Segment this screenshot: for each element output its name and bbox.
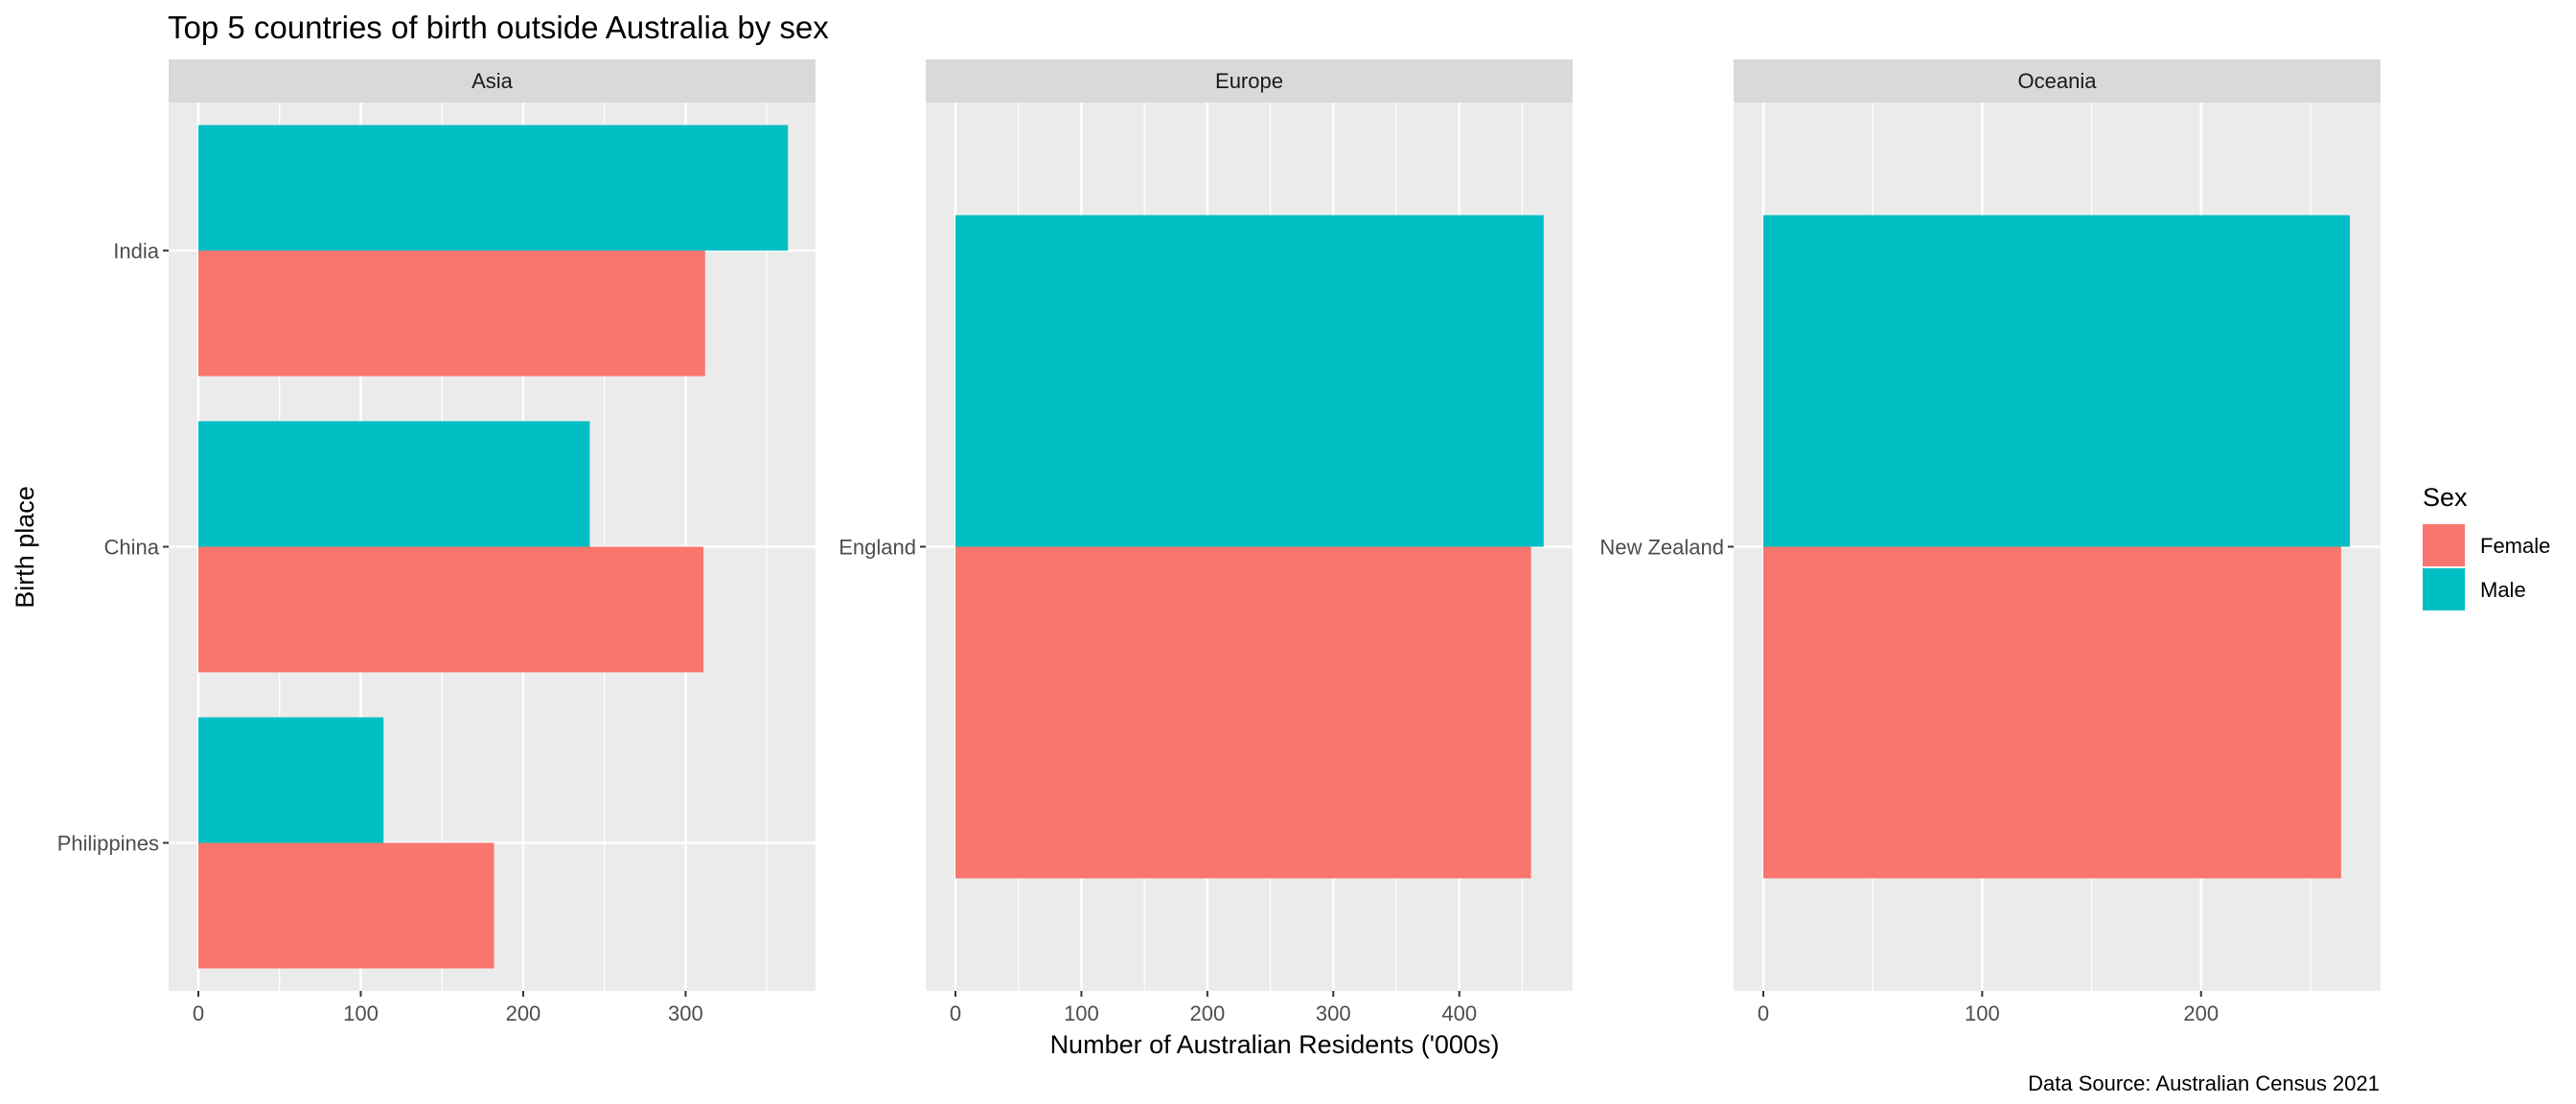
y-tick-label: England	[839, 536, 916, 560]
bar-philippines-female	[198, 842, 494, 969]
x-tick-label: 0	[950, 1001, 961, 1025]
facet-panel-europe: Europe England 0 100 200 300 400	[839, 59, 1573, 1025]
y-tick-label: Philippines	[58, 832, 159, 856]
facet-strip-label: Asia	[472, 69, 514, 93]
legend-key-female	[2423, 524, 2465, 566]
facet-strip	[926, 59, 1573, 103]
facet-panel-asia: Asia India China Philippines 0 100 200 300	[58, 59, 816, 1025]
bar-china-male	[198, 421, 590, 547]
x-tick-label: 200	[1189, 1001, 1225, 1025]
x-tick-label: 400	[1441, 1001, 1477, 1025]
legend-keys: Female Male	[2423, 524, 2550, 610]
facet-strip-label: Oceania	[2018, 69, 2098, 93]
x-tick-label: 200	[506, 1001, 541, 1025]
bar-new-zealand-female	[1763, 546, 2341, 879]
bar-philippines-male	[198, 717, 384, 843]
y-axis-title: Birth place	[11, 486, 39, 609]
facet-strip-label: Europe	[1215, 69, 1283, 93]
facet-panel-oceania: Oceania New Zealand 0 100 200	[1599, 59, 2380, 1025]
legend-label-male: Male	[2480, 578, 2526, 602]
y-tick-label: India	[113, 240, 159, 264]
x-tick-label: 300	[1316, 1001, 1351, 1025]
bar-england-male	[955, 215, 1544, 547]
bar-india-female	[198, 250, 705, 377]
y-tick-label: New Zealand	[1599, 536, 1724, 560]
bar-india-male	[198, 125, 789, 251]
x-tick-label: 0	[193, 1001, 204, 1025]
facet-strip	[1734, 59, 2380, 103]
legend-key-male	[2423, 568, 2465, 610]
x-tick-label: 100	[1965, 1001, 2000, 1025]
x-tick-label: 100	[343, 1001, 379, 1025]
legend-title: Sex	[2423, 483, 2468, 512]
y-tick-label: China	[104, 536, 160, 560]
legend: Sex Female Male	[2423, 483, 2550, 610]
caption: Data Source: Australian Census 2021	[2028, 1071, 2380, 1095]
chart-title: Top 5 countries of birth outside Austral…	[168, 10, 829, 45]
x-tick-label: 200	[2183, 1001, 2219, 1025]
bar-england-female	[955, 546, 1531, 879]
facet-strip	[169, 59, 816, 103]
x-tick-label: 0	[1758, 1001, 1769, 1025]
bar-new-zealand-male	[1763, 215, 2351, 547]
bar-china-female	[198, 546, 704, 673]
x-axis-title: Number of Australian Residents ('000s)	[1050, 1030, 1500, 1059]
x-tick-label: 100	[1064, 1001, 1099, 1025]
legend-label-female: Female	[2480, 534, 2550, 558]
x-tick-label: 300	[668, 1001, 703, 1025]
